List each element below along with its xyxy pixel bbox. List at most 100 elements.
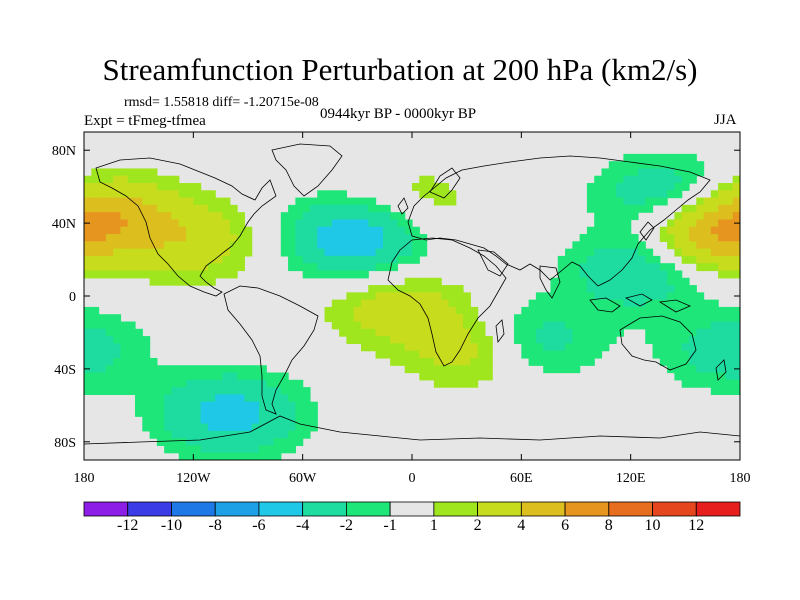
field-cell	[579, 277, 588, 286]
field-cell	[725, 350, 734, 359]
field-cell	[171, 394, 180, 403]
field-cell	[113, 328, 122, 337]
field-cell	[280, 212, 289, 221]
field-cell	[696, 336, 705, 344]
field-cell	[164, 175, 173, 184]
field-cell	[608, 306, 617, 315]
field-cell	[470, 343, 479, 352]
field-cell	[645, 299, 654, 308]
field-cell	[586, 350, 595, 359]
field-cell	[135, 175, 143, 184]
field-cell	[98, 314, 107, 323]
field-cell	[397, 292, 406, 301]
field-cell	[142, 379, 151, 388]
field-cell	[91, 219, 100, 228]
field-cell	[142, 255, 151, 264]
field-cell	[127, 204, 136, 213]
lat-tick-label: 80N	[52, 144, 76, 159]
field-cell	[368, 204, 377, 213]
coast-india	[539, 265, 561, 299]
field-cell	[637, 306, 646, 315]
field-cell	[674, 314, 683, 323]
field-cell	[557, 270, 566, 279]
field-cell	[732, 241, 740, 250]
field-cell	[295, 401, 304, 410]
field-cell	[652, 161, 661, 170]
field-cell	[193, 445, 202, 454]
field-cell	[149, 270, 158, 279]
field-cell	[433, 285, 442, 293]
field-cell	[390, 343, 399, 352]
field-cell	[404, 299, 413, 308]
field-cell	[688, 365, 697, 374]
field-cell	[623, 183, 632, 191]
field-cell	[229, 387, 238, 395]
lon-tick-label: 180	[730, 471, 751, 486]
field-cell	[193, 270, 202, 279]
field-cell	[353, 219, 362, 228]
field-cell	[594, 328, 603, 337]
lon-tick-label: 60W	[289, 471, 317, 486]
field-cell	[193, 423, 202, 432]
field-cell	[637, 263, 646, 272]
field-cell	[543, 321, 552, 330]
field-cell	[142, 270, 151, 279]
field-cell	[113, 350, 122, 359]
field-cell	[346, 204, 355, 213]
field-cell	[98, 372, 107, 381]
field-cell	[528, 299, 537, 308]
field-cell	[244, 387, 253, 395]
field-cell	[477, 357, 486, 366]
field-cell	[616, 255, 624, 264]
field-cell	[237, 372, 245, 381]
field-cell	[441, 314, 450, 323]
field-cell	[645, 270, 654, 279]
field-cell	[215, 197, 224, 206]
field-cell	[586, 197, 595, 206]
colorbar-label: -12	[117, 517, 139, 534]
field-cell	[572, 285, 581, 293]
field-cell	[84, 175, 92, 184]
field-cell	[98, 387, 107, 395]
field-cell	[725, 219, 734, 228]
field-cell	[572, 357, 581, 366]
field-cell	[295, 430, 304, 439]
field-cell	[616, 270, 624, 279]
field-cell	[463, 321, 471, 330]
field-cell	[397, 314, 406, 323]
field-cell	[149, 379, 158, 388]
field-cell	[608, 255, 617, 264]
field-cell	[273, 394, 282, 403]
field-cell	[302, 416, 311, 425]
field-cell	[200, 408, 209, 417]
field-cell	[375, 306, 384, 315]
field-cell	[149, 248, 158, 257]
field-cell	[237, 212, 245, 221]
field-cell	[368, 255, 377, 264]
field-cell	[113, 204, 122, 213]
field-cell	[222, 197, 231, 206]
field-cell	[667, 277, 675, 286]
field-cell	[127, 365, 136, 374]
field-cell	[419, 336, 428, 344]
field-cell	[674, 343, 683, 352]
field-cell	[681, 161, 690, 170]
field-cell	[703, 263, 712, 272]
field-cell	[397, 248, 406, 257]
field-cell	[390, 255, 399, 264]
field-cell	[455, 372, 464, 381]
field-cell	[601, 219, 610, 228]
field-cell	[382, 219, 391, 228]
field-cell	[149, 255, 158, 264]
field-cell	[127, 357, 136, 366]
field-cell	[725, 204, 734, 213]
field-cell	[222, 408, 231, 417]
field-cell	[419, 372, 428, 381]
field-cell	[463, 372, 471, 381]
field-cell	[222, 365, 231, 374]
field-cell	[302, 212, 311, 221]
field-cell	[171, 438, 180, 447]
field-cell	[295, 255, 304, 264]
field-cell	[637, 248, 646, 257]
field-cell	[710, 204, 719, 213]
